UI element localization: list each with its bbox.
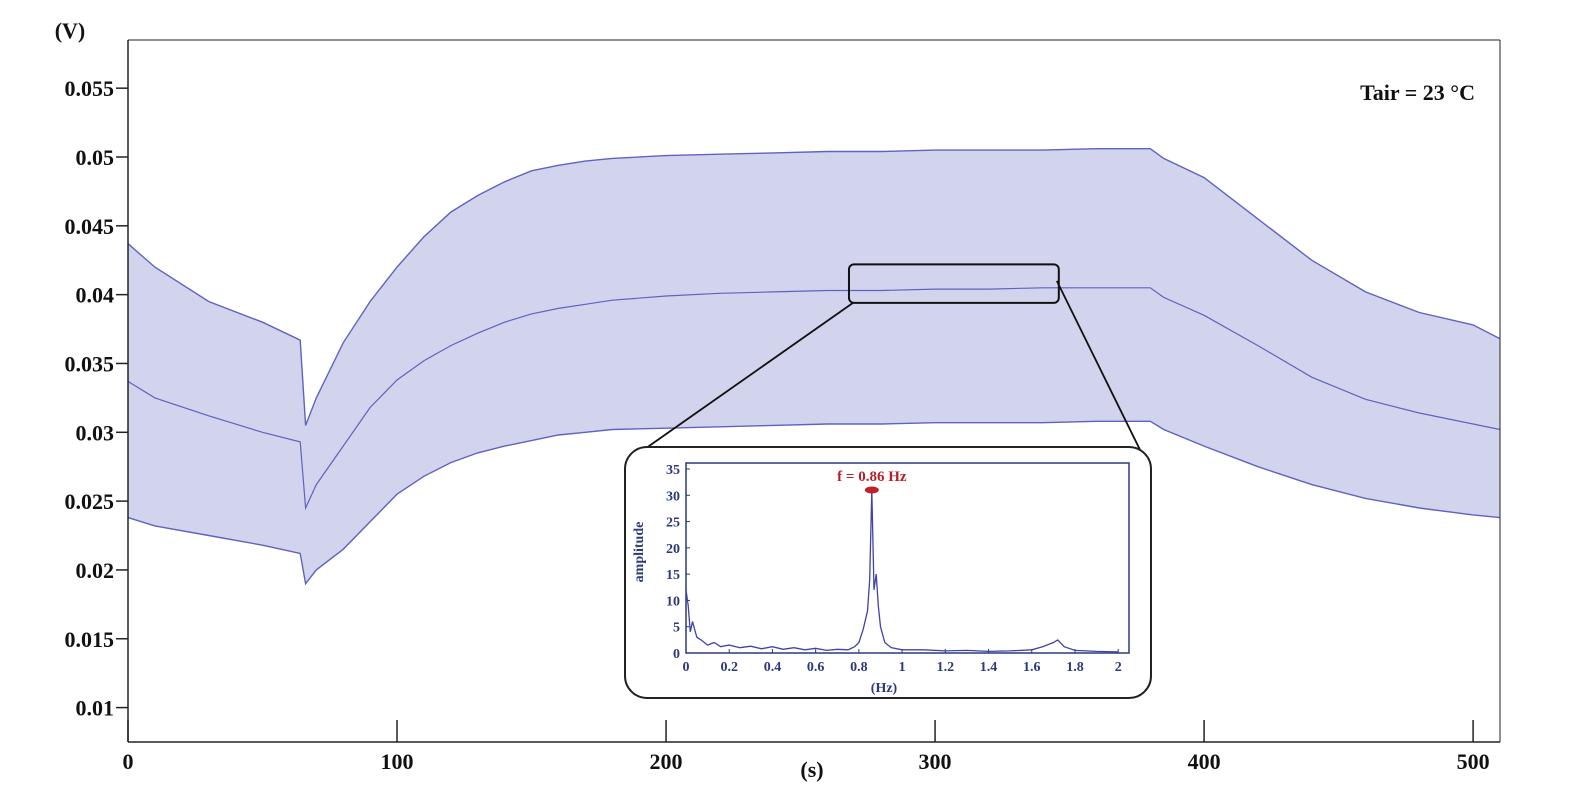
zoom-connector-left [631,302,854,459]
y-tick-label: 0.035 [65,351,115,376]
inset-y-ticks: 0 5 10 15 20 25 30 35 [666,463,690,662]
y-tick-label: 0.03 [76,420,115,445]
inset-x-ticks: 0 0.2 0.4 0.6 0.8 1 1.2 1.4 1.6 1.8 2 [683,649,1122,675]
inset-x-tick-label: 0 [683,660,690,675]
inset-y-tick-label: 30 [666,489,680,504]
inset-y-tick-label: 0 [673,647,680,662]
inset-x-tick-label: 1 [899,660,906,675]
zoom-connector-right [1056,280,1147,463]
inset-x-tick-label: 2 [1115,660,1122,675]
y-tick-label: 0.02 [76,558,115,583]
envelope-area-layer [128,148,1500,584]
inset-y-tick-label: 25 [666,516,680,531]
inset-y-tick-label: 10 [666,594,680,609]
inset-y-tick-label: 35 [666,463,680,478]
lower-envelope-line [127,420,1501,586]
envelope-fill [128,148,1500,584]
peak-marker [864,486,879,494]
inset-x-axis-label: (Hz) [871,681,898,696]
inset-x-tick-label: 0.4 [764,660,782,675]
series-lines-layer [127,148,1501,586]
inset-y-axis-label: amplitude [632,522,647,583]
peak-frequency-annotation: f = 0.86 Hz [837,469,907,485]
x-tick-label: 400 [1188,749,1221,774]
x-tick-label: 100 [381,749,414,774]
inset-spectrum: 0 5 10 15 20 25 30 35 0 0.2 0.4 0.6 0.8 1 1.2 1.4 1.6 1.… [624,446,1152,699]
inset-y-tick-label: 15 [666,568,680,583]
y-tick-label: 0.05 [76,145,115,170]
x-tick-label: 0 [123,749,134,774]
inset-y-tick-label: 20 [666,542,680,557]
y-tick-label: 0.045 [65,214,115,239]
inset-x-tick-label: 0.2 [720,660,738,675]
x-tick-label: 300 [919,749,952,774]
inset-x-tick-label: 0.6 [807,660,825,675]
inset-x-tick-label: 1.2 [937,660,955,675]
x-ticks: 0 100 200 300 400 500 [123,720,1490,774]
y-tick-label: 0.055 [65,76,115,101]
inset-plot-frame [685,462,1130,654]
y-tick-label: 0.015 [65,627,115,652]
inset-x-tick-label: 0.8 [850,660,868,675]
y-ticks: 0.01 0.015 0.02 0.025 0.03 0.035 0.04 0.045 0.05… [65,76,128,721]
upper-envelope-line [127,148,1501,426]
inset-x-tick-label: 1.8 [1066,660,1084,675]
x-tick-label: 500 [1457,749,1490,774]
inset-x-tick-label: 1.6 [1023,660,1041,675]
air-temperature-annotation: Tair = 23 °C [1360,80,1475,105]
inset-y-tick-label: 5 [673,621,680,636]
x-tick-label: 200 [650,749,683,774]
x-axis-unit-label: (s) [800,757,823,782]
y-axis-unit-label: (V) [55,18,86,43]
y-tick-label: 0.01 [76,696,115,721]
y-tick-label: 0.025 [65,489,115,514]
zoom-indicator [631,263,1147,463]
spectrum-line [685,489,1119,653]
mean-line [127,287,1501,511]
y-tick-label: 0.04 [76,283,115,308]
inset-x-tick-label: 1.4 [980,660,998,675]
